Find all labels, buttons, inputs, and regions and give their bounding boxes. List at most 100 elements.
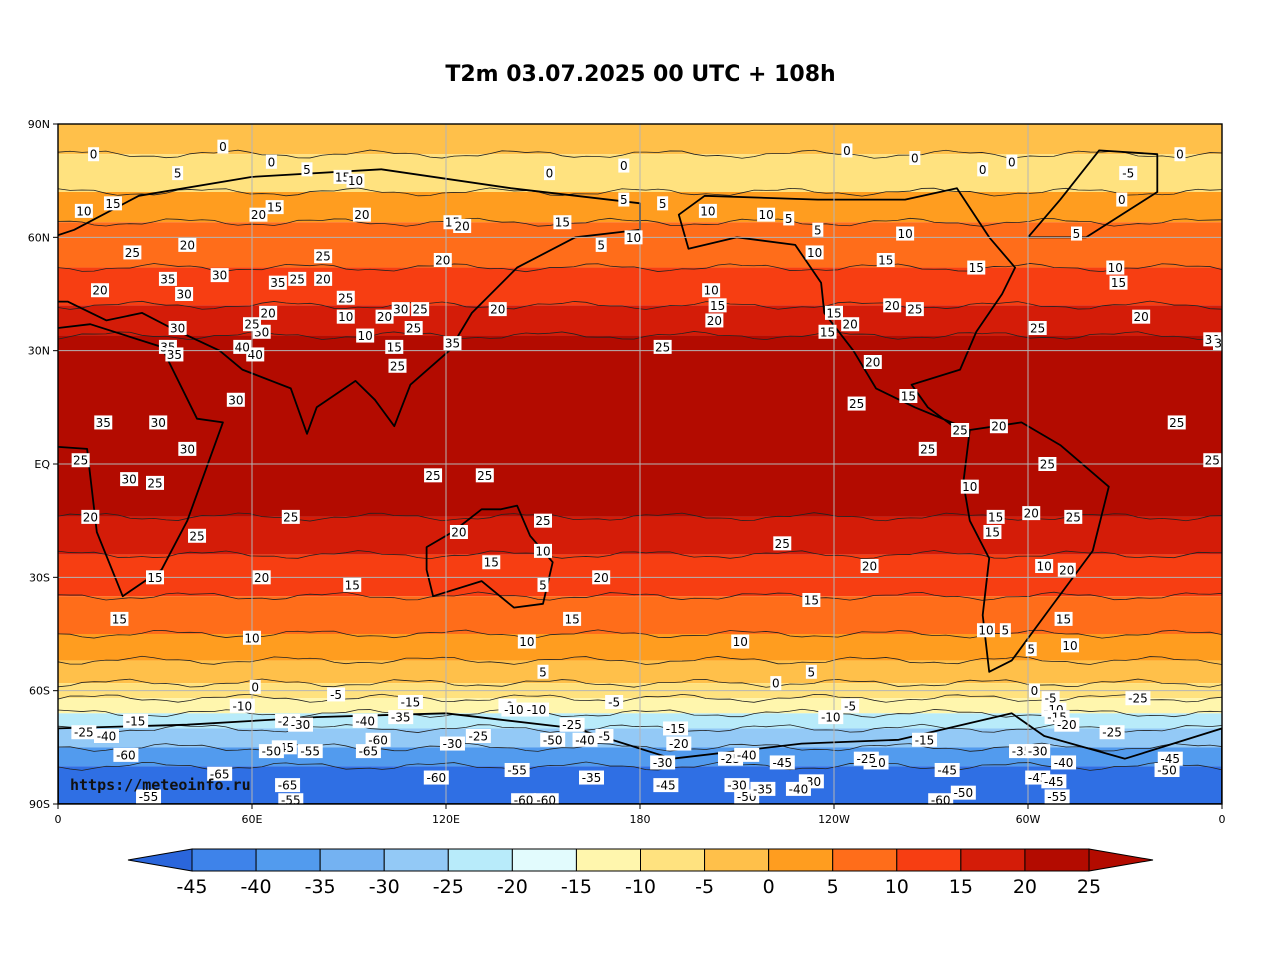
contour-label-bg-105 [1035, 559, 1054, 573]
contour-label-bg-53 [168, 321, 187, 335]
contour-label-bg-86 [757, 207, 776, 222]
contour-label-75: 15 [484, 556, 499, 570]
contour-label-bg-119 [896, 226, 915, 241]
contour-label-bg-130 [1213, 336, 1222, 351]
contour-label-40: 20 [377, 310, 392, 324]
contour-label-79: 5 [539, 665, 547, 679]
contour-label-bg-56 [94, 415, 113, 430]
contour-label-bg-152 [365, 732, 391, 747]
contour-label-160: -10 [504, 703, 524, 717]
contour-label-162: -55 [507, 764, 527, 778]
contour-label-130: 35 [1214, 337, 1229, 351]
isotherm-5 [58, 300, 1222, 310]
contour-label-bg-21 [123, 245, 142, 260]
contour-label-bg-26 [268, 275, 287, 290]
contour-label-39: 30 [393, 303, 408, 317]
contour-label-bg-36 [433, 253, 452, 267]
contour-label-bg-114 [802, 593, 821, 607]
contour-label-15: 0 [1118, 193, 1126, 207]
contour-label-bg-192 [1025, 744, 1051, 759]
contour-label-bg-44 [385, 339, 404, 354]
contour-label-bg-10 [841, 143, 853, 158]
contour-label-bg-0 [88, 147, 100, 162]
contour-label-69: 15 [345, 578, 360, 592]
contour-label-bg-122 [967, 260, 986, 275]
contour-label-bg-163 [540, 732, 566, 747]
contour-label-bg-98 [989, 419, 1008, 434]
contour-label-155: -15 [401, 696, 421, 710]
colorbar-tick-8: -5 [695, 876, 714, 898]
colorbar-swatch-13 [1024, 848, 1090, 872]
contour-label-bg-37 [488, 302, 507, 317]
colorbar-swatch-9 [768, 848, 834, 872]
contour-label-bg-40 [375, 309, 394, 324]
contour-label-118: 15 [878, 254, 893, 268]
contour-label-12: 0 [979, 163, 987, 177]
contour-label-bg-107 [1054, 611, 1073, 626]
contour-label-bg-125 [1109, 275, 1128, 290]
contour-label-195: -45 [1044, 775, 1064, 789]
contour-label-bg-109 [999, 623, 1011, 638]
contour-label-92: 15 [820, 325, 835, 339]
contour-label-67: 10 [244, 631, 259, 645]
contour-label-203: -25 [1128, 692, 1148, 706]
contour-label-173: -30 [653, 756, 673, 770]
contour-label-192: -30 [1028, 745, 1048, 759]
contour-label-197: 0 [1031, 684, 1039, 698]
contour-label-165: -40 [575, 733, 595, 747]
lat-tick-label-4: 30S [29, 571, 50, 584]
contour-label-bg-15 [1116, 192, 1128, 207]
contour-label-bg-108 [1061, 638, 1080, 653]
contour-label-58: 30 [180, 442, 195, 456]
contour-label-bg-29 [314, 271, 333, 286]
contour-label-72: 20 [451, 526, 466, 540]
contour-label-bg-61 [146, 475, 164, 490]
axis-ticks: 0 60E 120E 180 120W 60W 0 90N 60N 30N EQ 30S 60S 90S [28, 118, 1226, 826]
contour-label-bg-197 [1028, 683, 1040, 698]
contour-label-bg-201 [1054, 717, 1080, 732]
contour-label-23: 30 [176, 288, 191, 302]
contour-label-13: 0 [1008, 155, 1016, 169]
contour-label-37: 20 [490, 303, 505, 317]
contour-label-133: 5 [597, 238, 605, 252]
contour-label-bg-90 [825, 305, 843, 320]
contour-label-27: 20 [261, 306, 276, 320]
contour-label-bg-180 [769, 755, 795, 770]
isotherm-11 [58, 655, 1222, 665]
contour-label-36: 20 [435, 254, 450, 268]
contour-label-bg-153 [355, 744, 381, 759]
contour-label-bg-176 [734, 747, 760, 762]
contour-label-bg-142 [136, 789, 162, 804]
contour-label-bg-72 [449, 525, 468, 539]
contour-label-bg-32 [265, 200, 284, 215]
contour-label-bg-77 [517, 634, 536, 649]
contour-label-bg-23 [175, 287, 194, 301]
contour-label-76: 5 [539, 578, 547, 592]
contour-label-bg-95 [899, 389, 918, 403]
coastline-africa [58, 323, 224, 598]
contour-label-11: 0 [911, 152, 919, 166]
contour-label-152: -60 [368, 733, 388, 747]
contour-label-bg-8 [618, 158, 630, 173]
coastline-australia [425, 504, 554, 609]
contour-label-bg-112 [773, 536, 792, 551]
contour-label-121: 25 [907, 303, 922, 317]
contour-label-bg-190 [928, 793, 954, 804]
contour-label-50: 40 [235, 340, 250, 354]
contour-label-bg-157 [439, 736, 465, 751]
contour-label-bg-87 [783, 211, 795, 226]
colorbar-tick-6: -15 [561, 876, 592, 898]
contour-label-bg-141 [207, 766, 233, 781]
colorbar-tick-12: 15 [949, 876, 973, 898]
contour-label-174: -45 [656, 779, 676, 793]
contour-label-105: 10 [1037, 560, 1052, 574]
contour-label-35: 20 [455, 220, 470, 234]
colorbar-tick-4: -25 [433, 876, 464, 898]
contour-label-204: -45 [1160, 752, 1180, 766]
contour-label-bg-75 [482, 555, 501, 570]
contour-label-136: -10 [232, 699, 252, 713]
contour-label-28: 25 [290, 272, 305, 286]
coastline-south-america [962, 421, 1110, 673]
contour-label-bg-6 [346, 173, 365, 188]
contour-label-bg-50 [233, 339, 252, 354]
